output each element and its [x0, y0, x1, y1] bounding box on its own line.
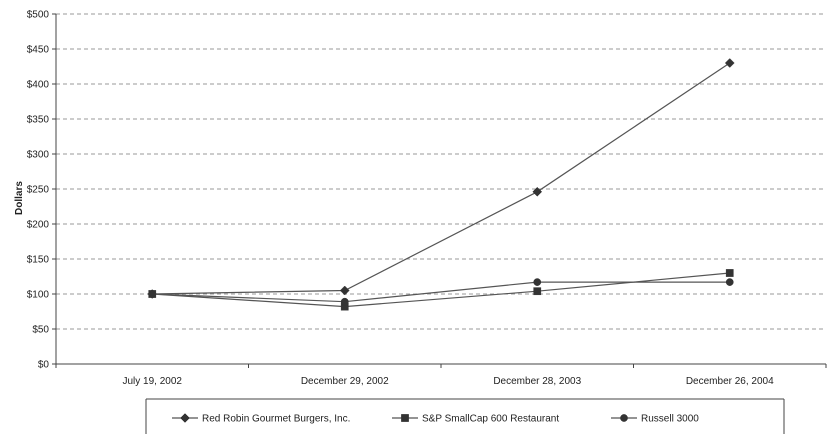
legend-label: Russell 3000	[641, 414, 699, 425]
series-circle	[148, 278, 734, 306]
x-tick-label: December 26, 2004	[686, 376, 774, 387]
legend-entry: Russell 3000	[611, 414, 699, 425]
axes	[52, 13, 827, 368]
legend-entry: Red Robin Gourmet Burgers, Inc.	[172, 413, 350, 425]
y-tick-labels: $0 $50 $100 $150 $200 $250 $300 $350 $400 $450 $50…	[27, 10, 50, 371]
y-axis-label: Dollars	[14, 181, 25, 215]
x-tick-label: December 29, 2002	[301, 376, 389, 387]
legend: Red Robin Gourmet Burgers, Inc. S&P Small…	[145, 398, 785, 434]
square-marker	[725, 269, 734, 277]
y-tick-label: $450	[27, 45, 50, 56]
legend-entry: S&P SmallCap 600 Restaurant	[392, 414, 559, 425]
y-tick-label: $200	[27, 220, 50, 231]
circle-marker-legend	[620, 414, 628, 422]
y-tick-label: $300	[27, 150, 50, 161]
x-tick-label: December 28, 2003	[493, 376, 581, 387]
y-tick-label: $0	[38, 360, 50, 371]
y-tick-label: $350	[27, 115, 50, 126]
y-tick-label: $500	[27, 10, 50, 21]
square-marker	[533, 287, 542, 296]
y-tick-label: $150	[27, 255, 50, 266]
circle-marker	[533, 278, 542, 286]
y-tick-label: $400	[27, 80, 50, 91]
diamond-marker	[532, 186, 543, 197]
series	[147, 58, 735, 311]
legend-label: S&P SmallCap 600 Restaurant	[422, 414, 559, 425]
series-line	[152, 272, 730, 308]
diamond-marker-legend	[180, 413, 190, 423]
circle-marker	[725, 278, 734, 286]
square-marker-legend	[401, 414, 409, 422]
diamond-marker	[724, 58, 735, 68]
circle-marker	[340, 297, 349, 306]
legend-label: Red Robin Gourmet Burgers, Inc.	[202, 414, 350, 425]
series-line	[152, 62, 731, 295]
series-line	[152, 281, 730, 303]
x-tick-labels: July 19, 2002 December 29, 2002 December 2…	[123, 376, 775, 387]
y-tick-label: $50	[32, 325, 49, 336]
series-square	[148, 269, 734, 311]
series-diamond	[147, 58, 735, 299]
circle-marker	[148, 290, 157, 298]
diamond-marker	[339, 285, 350, 296]
gridlines	[56, 13, 826, 330]
y-tick-label: $100	[27, 290, 50, 301]
y-tick-label: $250	[27, 185, 50, 196]
x-tick-label: July 19, 2002	[123, 376, 183, 387]
